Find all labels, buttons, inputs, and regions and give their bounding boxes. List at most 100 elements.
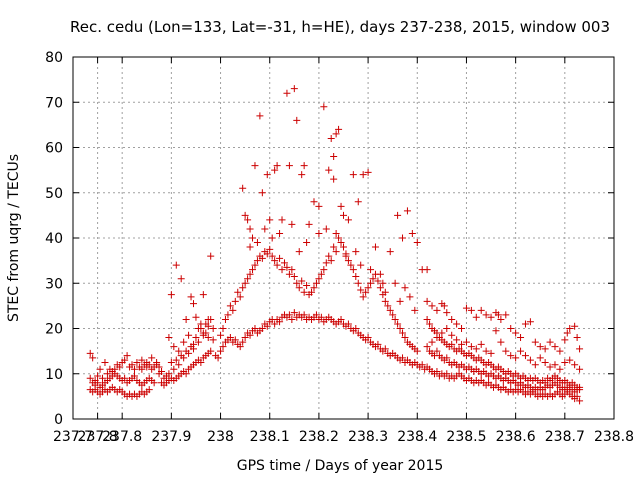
data-point bbox=[492, 327, 500, 335]
data-point bbox=[344, 216, 352, 224]
data-point bbox=[189, 300, 197, 308]
data-point bbox=[263, 322, 271, 330]
data-point bbox=[340, 243, 347, 251]
data-point bbox=[369, 275, 377, 283]
data-point bbox=[391, 279, 399, 287]
data-point bbox=[315, 229, 323, 237]
data-point bbox=[401, 334, 409, 342]
data-point bbox=[138, 356, 146, 364]
data-point bbox=[288, 315, 296, 323]
data-point bbox=[359, 171, 367, 179]
data-point bbox=[573, 392, 581, 400]
data-point bbox=[253, 257, 261, 265]
data-point bbox=[121, 356, 129, 364]
data-point bbox=[182, 315, 190, 323]
data-point bbox=[531, 338, 539, 346]
data-point bbox=[408, 229, 416, 237]
data-point bbox=[303, 239, 311, 247]
data-point bbox=[462, 338, 470, 346]
data-point bbox=[541, 358, 549, 366]
data-point bbox=[367, 279, 375, 287]
data-point bbox=[182, 370, 190, 378]
data-point bbox=[219, 343, 227, 351]
data-point bbox=[290, 272, 298, 280]
data-point bbox=[571, 361, 579, 369]
data-point bbox=[199, 291, 207, 299]
data-point bbox=[150, 379, 158, 387]
data-point bbox=[440, 302, 448, 310]
data-point bbox=[315, 275, 323, 283]
data-point bbox=[231, 336, 239, 344]
data-point bbox=[566, 356, 574, 364]
data-point bbox=[551, 361, 559, 369]
data-point bbox=[143, 358, 151, 366]
data-point bbox=[249, 234, 257, 242]
data-point bbox=[241, 334, 249, 342]
data-point bbox=[384, 302, 392, 310]
data-point bbox=[448, 315, 456, 323]
data-point bbox=[443, 309, 451, 317]
data-point bbox=[364, 284, 372, 292]
data-point bbox=[197, 320, 205, 328]
data-point bbox=[381, 288, 389, 296]
data-point bbox=[330, 243, 338, 251]
data-point bbox=[99, 374, 107, 382]
data-point bbox=[315, 202, 323, 210]
data-point bbox=[507, 325, 515, 332]
data-point bbox=[258, 189, 266, 197]
data-point bbox=[86, 374, 94, 382]
data-point bbox=[556, 365, 564, 373]
data-point bbox=[477, 340, 485, 348]
data-point bbox=[541, 379, 549, 387]
data-point bbox=[507, 352, 515, 360]
x-tick-label: 237.7 bbox=[53, 429, 93, 445]
data-point bbox=[298, 171, 306, 179]
data-point bbox=[418, 361, 426, 369]
data-point bbox=[295, 248, 303, 256]
data-point bbox=[283, 89, 291, 97]
data-point bbox=[403, 207, 411, 215]
data-point bbox=[175, 361, 183, 369]
data-point bbox=[256, 112, 264, 120]
data-point bbox=[448, 331, 456, 339]
data-point bbox=[258, 254, 266, 262]
data-point bbox=[352, 325, 360, 332]
data-point bbox=[342, 252, 350, 260]
data-point bbox=[207, 347, 215, 355]
data-point bbox=[293, 116, 301, 124]
data-point bbox=[482, 347, 490, 355]
data-point bbox=[94, 379, 102, 387]
data-point bbox=[170, 365, 178, 373]
data-point bbox=[561, 336, 569, 344]
data-point bbox=[246, 270, 254, 278]
data-point bbox=[411, 306, 419, 314]
data-point bbox=[130, 365, 138, 373]
data-point bbox=[231, 297, 239, 305]
data-point bbox=[357, 286, 365, 294]
data-point bbox=[268, 234, 276, 242]
data-point bbox=[271, 166, 279, 174]
data-point bbox=[433, 334, 441, 342]
data-point bbox=[551, 343, 559, 351]
data-point bbox=[332, 229, 340, 237]
x-tick-label: 237.8 bbox=[102, 429, 142, 445]
data-point bbox=[283, 263, 291, 271]
data-point bbox=[428, 338, 436, 346]
data-point bbox=[423, 266, 431, 274]
data-point bbox=[276, 254, 284, 262]
data-point bbox=[453, 320, 461, 328]
data-point bbox=[517, 334, 525, 342]
data-point bbox=[364, 168, 372, 176]
data-point bbox=[526, 318, 534, 326]
data-point bbox=[192, 334, 200, 342]
data-point bbox=[344, 320, 352, 328]
data-point bbox=[394, 320, 402, 328]
data-point bbox=[244, 275, 252, 283]
data-point bbox=[423, 315, 431, 323]
data-point bbox=[148, 354, 156, 362]
data-point bbox=[300, 288, 308, 296]
data-point bbox=[285, 162, 293, 170]
data-point bbox=[244, 216, 252, 224]
data-point bbox=[401, 284, 409, 292]
data-point bbox=[249, 266, 257, 274]
